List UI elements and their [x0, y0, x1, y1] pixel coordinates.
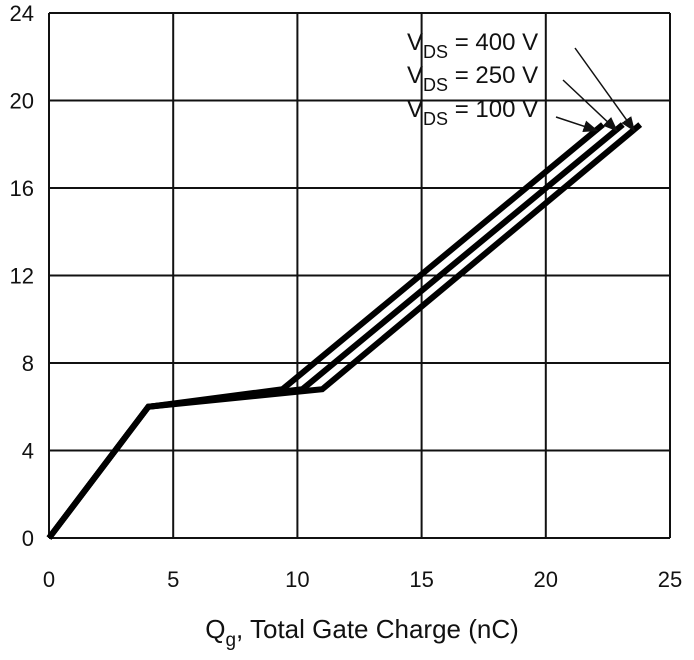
series-line-0: [46, 122, 605, 540]
y-tick-label: 20: [10, 89, 34, 114]
x-tick-label: 15: [409, 567, 433, 592]
series-arrow-1: [562, 79, 618, 132]
x-tick-label: 0: [43, 567, 55, 592]
y-tick-label: 24: [10, 1, 34, 26]
series-label-2: VDS = 400 V: [407, 29, 538, 62]
x-tick-label: 20: [534, 567, 558, 592]
y-tick-label: 16: [10, 176, 34, 201]
y-tick-label: 4: [22, 439, 34, 464]
x-tick-label: 5: [167, 567, 179, 592]
series-label-1: VDS = 250 V: [407, 62, 538, 95]
x-axis-label: Qg, Total Gate Charge (nC): [205, 614, 519, 651]
series-line-2: [46, 122, 643, 540]
y-tick-label: 0: [22, 526, 34, 551]
y-tick-label: 8: [22, 351, 34, 376]
x-tick-label: 10: [285, 567, 309, 592]
x-tick-label: 25: [658, 567, 682, 592]
y-tick-label: 12: [10, 264, 34, 289]
series-line-1: [46, 122, 625, 540]
series-arrow-0: [555, 116, 599, 133]
series-label-0: VDS = 100 V: [407, 96, 538, 129]
series-arrow-2: [574, 47, 636, 132]
